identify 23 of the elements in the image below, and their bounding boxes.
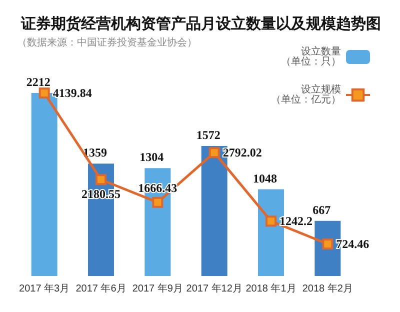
x-tick-label: 2017 年3月 (19, 282, 70, 294)
data-label: 667 (312, 202, 331, 217)
chart-subtitle: （数据来源：中国证券投资基金业协会） (17, 36, 197, 48)
data-label: 1304 (140, 150, 164, 164)
point (152, 196, 164, 208)
chart-title: 证券期货经营机构资管产品月设立数量以及规模趋势图 (20, 14, 381, 32)
data-label: 2212 (26, 75, 50, 89)
x-tick-label: 2018 年2月 (302, 282, 353, 294)
legend-label: 设立规模（单位：亿元） (271, 84, 341, 106)
x-tick-label: 2017 年6月 (76, 282, 126, 294)
x-tick-label: 2018 年1月 (246, 282, 296, 294)
data-label: 4139.84 (52, 86, 92, 100)
data-label: 1048 (253, 171, 277, 186)
point (96, 174, 106, 186)
data-label: 1359 (83, 146, 107, 160)
point (322, 238, 334, 250)
point (266, 216, 276, 227)
point (38, 88, 50, 98)
x-tick-label: 2017 年9月 (132, 282, 183, 294)
legend-label: 设立数量（单位：只） (281, 46, 341, 68)
point (208, 147, 220, 158)
x-tick-label: 2017 年12月 (186, 282, 242, 294)
data-label: 1572 (196, 128, 220, 142)
